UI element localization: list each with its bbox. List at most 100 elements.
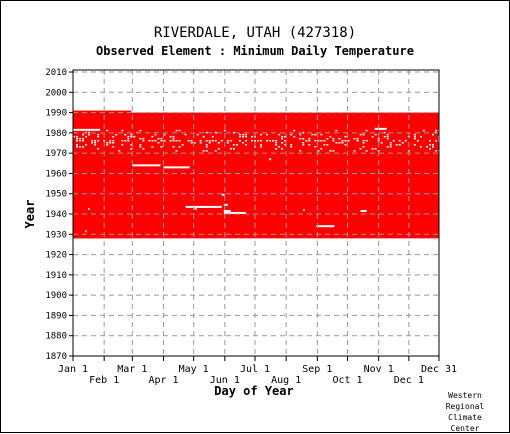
missing-day [223,129,226,132]
missing-day [160,146,163,148]
missing-day [232,148,235,150]
missing-day [88,131,91,134]
missing-day [269,139,272,142]
missing-day [374,133,377,136]
missing-day [103,139,106,142]
missing-segment [163,166,190,169]
missing-day [362,139,365,142]
missing-day [85,144,88,146]
missing-day [389,142,392,144]
missing-segment [73,128,101,131]
y-tick-label: 1970 [45,149,67,159]
missing-day [413,133,416,136]
missing-day [365,150,368,152]
missing-day [281,142,284,144]
missing-day [157,142,160,144]
missing-day [142,148,145,150]
missing-day [214,139,217,142]
x-tick-label: Dec 31 [421,364,457,375]
missing-day [338,137,341,140]
missing-day [386,133,389,136]
missing-day [217,148,220,150]
missing-day [205,150,208,152]
missing-day [130,135,133,138]
missing-day [82,139,85,142]
missing-day [76,139,79,142]
missing-day [389,146,392,148]
missing-day [241,133,244,136]
missing-day [275,144,278,146]
missing-day [82,133,85,136]
missing-day [163,139,166,142]
missing-day [365,139,368,142]
missing-day [371,135,374,138]
credit-line: Regional [445,402,485,411]
missing-day [398,139,401,142]
missing-day [205,146,208,148]
missing-day [124,133,127,136]
missing-day [314,139,317,142]
missing-day [229,139,232,142]
missing-day [338,142,341,144]
missing-day [157,137,160,140]
missing-day [76,137,79,140]
missing-segment [199,205,222,208]
missing-day [278,133,281,136]
missing-day [205,139,208,142]
missing-day [326,137,329,140]
grid-layer [73,70,439,357]
x-tick-label: Mar 1 [117,364,147,375]
missing-day [148,139,151,142]
missing-day [302,137,305,140]
credit-line: Climate [448,413,482,422]
x-tick-label: Aug 1 [271,375,301,386]
missing-day [281,148,284,150]
missing-day [431,146,434,148]
missing-day [281,135,284,138]
missing-day [214,150,217,152]
record-block [73,110,132,239]
missing-day [175,129,178,132]
missing-day [293,129,296,132]
missing-day [217,142,220,144]
x-tick-label: Feb 1 [89,375,119,386]
missing-day [169,139,172,142]
missing-day [314,146,317,148]
missing-day [241,135,244,138]
missing-day [232,144,235,146]
missing-day [323,139,326,142]
axes-layer [69,69,440,361]
missing-day [211,139,214,142]
missing-day [142,139,145,142]
missing-day [229,148,232,150]
y-tick-label: 1950 [45,190,67,200]
missing-day [386,135,389,138]
y-tick-label: 1940 [45,210,67,220]
missing-day [142,137,145,140]
y-tick-label: 1990 [45,109,67,119]
missing-segment [132,164,161,167]
missing-day [130,133,133,136]
missing-day [386,146,389,148]
chart-subtitle: Observed Element : Minimum Daily Tempera… [96,44,414,58]
missing-day [238,139,241,142]
missing-day [356,137,359,140]
missing-day [163,133,166,136]
missing-day [178,146,181,148]
missing-day [94,144,97,146]
missing-day [106,144,109,146]
missing-segment [316,225,335,228]
missing-day [365,129,368,132]
credit-line: Western [448,391,482,400]
missing-day [284,144,287,146]
y-tick-label: 1870 [45,352,67,362]
missing-day [413,135,416,138]
missing-day [377,137,380,140]
missing-day [377,139,380,142]
missing-day [91,139,94,142]
missing-day [106,129,109,132]
missing-day [362,146,365,148]
missing-day [332,150,335,152]
missing-day [293,135,296,138]
missing-day [275,142,278,144]
